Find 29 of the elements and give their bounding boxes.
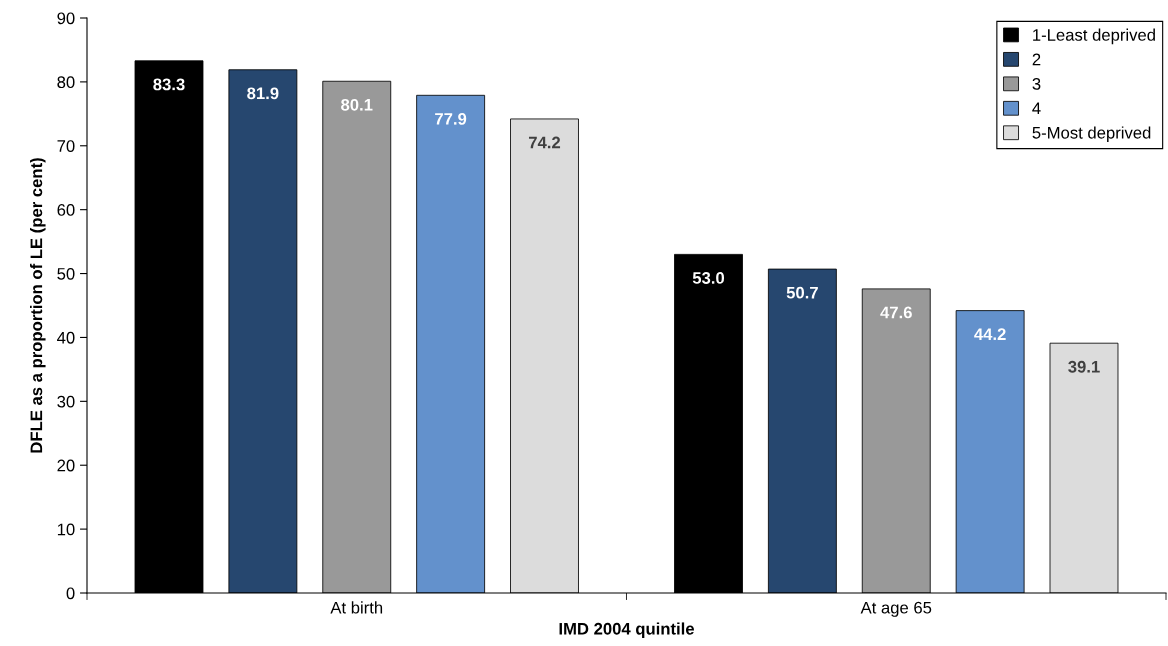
data-label: 39.1 — [1068, 360, 1100, 373]
data-label: 77.9 — [435, 112, 467, 125]
legend-label: 1-Least deprived — [1033, 28, 1155, 45]
y-tick-label: 10 — [57, 523, 75, 536]
data-label: 47.6 — [880, 306, 912, 319]
legend-label: 2 — [1032, 53, 1041, 66]
y-tick-label: 0 — [66, 587, 75, 600]
y-tick-label: 80 — [57, 76, 75, 89]
legend-label: 3 — [1032, 77, 1041, 90]
legend-label: 4 — [1032, 102, 1041, 115]
x-axis-title: IMD 2004 quintile — [559, 622, 695, 638]
x-tick-label: At age 65 — [860, 601, 932, 617]
data-label: 44.2 — [974, 328, 1006, 340]
y-tick-label: 90 — [57, 12, 75, 25]
y-tick-label: 60 — [57, 204, 75, 216]
data-label: 53.0 — [692, 272, 725, 284]
y-tick-label: 20 — [57, 459, 75, 472]
y-tick-label: 50 — [57, 267, 75, 280]
y-axis-title: DFLE as a proportion of LE (per cent) — [30, 158, 46, 453]
data-label: 74.2 — [528, 136, 561, 149]
x-tick-label: At birth — [330, 601, 383, 614]
y-tick-label: 30 — [57, 395, 75, 408]
data-label: 80.1 — [341, 98, 373, 111]
data-label: 50.7 — [786, 286, 818, 299]
legend-label: 5-Most deprived — [1032, 126, 1151, 142]
y-tick-label: 70 — [57, 140, 75, 152]
y-tick-label: 40 — [57, 331, 75, 344]
data-label: 81.9 — [247, 87, 279, 100]
data-label: 83.3 — [153, 78, 185, 91]
